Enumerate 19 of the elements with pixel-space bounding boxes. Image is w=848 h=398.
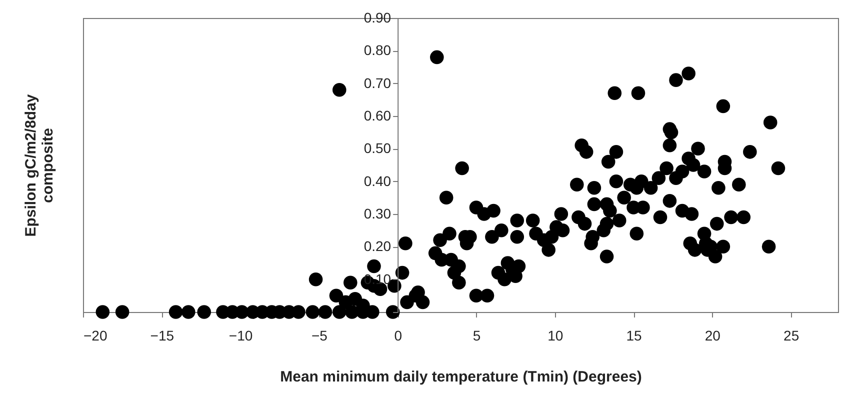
y-tick-label: 0.40 xyxy=(364,172,392,189)
x-tick-label: 5 xyxy=(472,328,481,344)
x-tick-label: 0 xyxy=(394,328,402,344)
y-tick-label: 0.80 xyxy=(364,42,392,58)
x-tick-label: 25 xyxy=(784,328,800,344)
x-tick-label: −5 xyxy=(311,328,328,344)
x-axis-title: Mean minimum daily temperature (Tmin) (Degrees) xyxy=(280,368,642,386)
x-tick-label: −20 xyxy=(84,328,108,344)
y-tick-label: 0.50 xyxy=(364,140,392,156)
x-tick-label: 20 xyxy=(704,328,721,344)
x-tick-label: −10 xyxy=(228,328,253,344)
y-tick-label: 0.60 xyxy=(364,108,392,124)
y-tick-label: 0.20 xyxy=(364,238,392,254)
y-tick-label: 0.30 xyxy=(364,206,392,222)
x-tick-label: 10 xyxy=(548,328,564,344)
x-tick-label: 15 xyxy=(626,328,642,344)
x-tick-label: −15 xyxy=(150,328,174,344)
y-axis-title: Epsilon gC/m2/8day composite xyxy=(22,94,56,237)
y-tick-label: 0.70 xyxy=(364,74,392,91)
